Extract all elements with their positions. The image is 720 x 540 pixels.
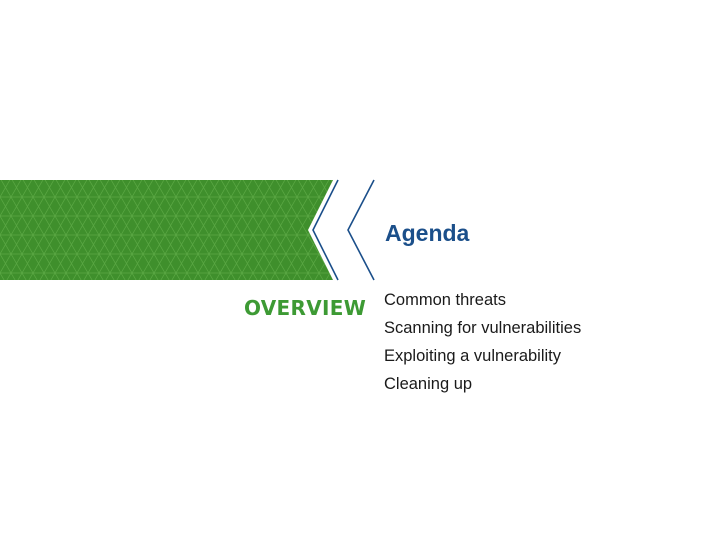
agenda-item: Cleaning up	[384, 375, 473, 393]
agenda-item: Common threats	[384, 291, 506, 309]
section-label-overview: OVERVIEW	[244, 296, 367, 320]
agenda-list: Common threats Scanning for vulnerabilit…	[384, 288, 581, 400]
double-chevron-left-icon	[308, 178, 375, 282]
agenda-item: Scanning for vulnerabilities	[384, 319, 582, 337]
banner-graphic	[0, 178, 375, 282]
slide-title: Agenda	[385, 220, 470, 246]
banner-green-band	[0, 180, 333, 280]
agenda-item: Exploiting a vulnerability	[384, 347, 562, 365]
